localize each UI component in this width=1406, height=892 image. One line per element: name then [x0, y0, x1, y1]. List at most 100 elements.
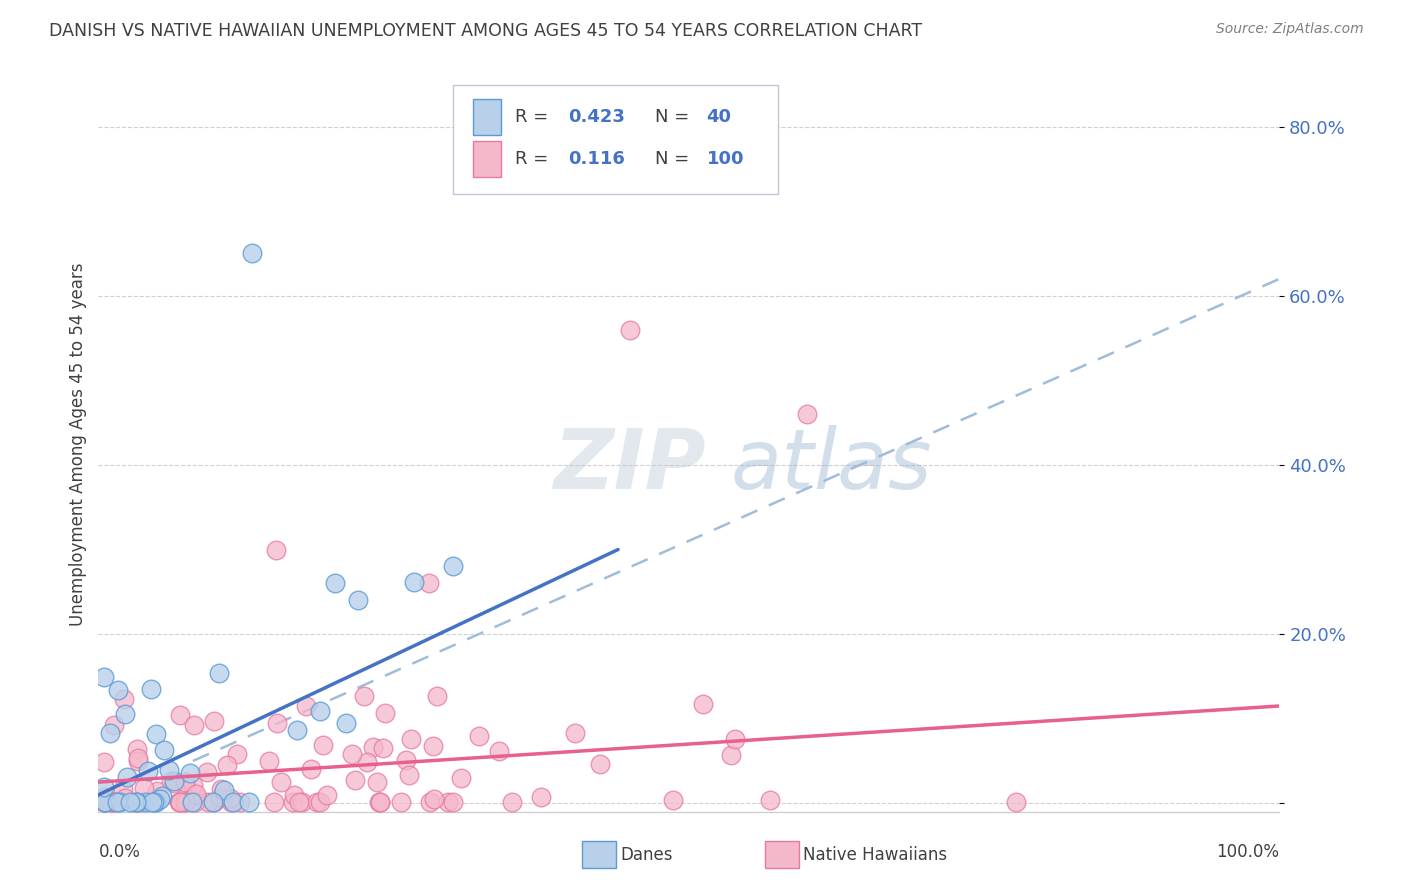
Point	[368, 796, 391, 810]
Text: N =: N =	[655, 150, 695, 168]
Point	[1005, 796, 1028, 810]
Point	[114, 706, 136, 721]
Point	[125, 795, 148, 809]
Point	[136, 764, 159, 778]
Point	[93, 670, 115, 684]
Point	[179, 765, 201, 780]
Point	[530, 790, 553, 805]
Point	[723, 731, 745, 746]
Point	[129, 796, 152, 810]
Point	[229, 796, 252, 810]
Point	[145, 727, 167, 741]
Text: N =: N =	[655, 108, 695, 126]
Point	[291, 796, 314, 810]
Point	[202, 714, 225, 728]
Point	[184, 789, 207, 804]
Point	[266, 716, 288, 731]
Point	[226, 747, 249, 761]
Point	[163, 775, 186, 789]
Point	[468, 729, 491, 743]
Point	[169, 707, 191, 722]
Point	[288, 796, 311, 810]
Point	[361, 739, 384, 754]
Point	[419, 796, 441, 810]
Point	[125, 795, 148, 809]
Point	[398, 767, 420, 781]
Point	[619, 322, 641, 336]
Point	[202, 796, 225, 810]
Point	[270, 775, 292, 789]
Point	[114, 791, 136, 805]
Point	[135, 795, 157, 809]
Point	[125, 742, 148, 756]
Point	[145, 784, 167, 798]
Point	[353, 690, 375, 704]
Point	[100, 796, 122, 810]
Point	[127, 754, 149, 768]
Point	[173, 796, 195, 810]
Point	[368, 796, 391, 810]
Point	[418, 576, 440, 591]
Point	[169, 796, 191, 810]
Point	[149, 792, 172, 806]
Bar	[472, 99, 501, 135]
Point	[93, 790, 115, 805]
Point	[143, 795, 166, 809]
Point	[177, 793, 200, 807]
Point	[501, 796, 523, 810]
Point	[107, 683, 129, 698]
Point	[299, 762, 322, 776]
Point	[173, 796, 195, 810]
Point	[94, 795, 117, 809]
Point	[692, 697, 714, 711]
Point	[101, 796, 124, 810]
Text: R =: R =	[516, 150, 554, 168]
Point	[112, 692, 135, 706]
Text: 100.0%: 100.0%	[1216, 843, 1279, 861]
Point	[209, 781, 232, 796]
Point	[181, 795, 204, 809]
Text: DANISH VS NATIVE HAWAIIAN UNEMPLOYMENT AMONG AGES 45 TO 54 YEARS CORRELATION CHA: DANISH VS NATIVE HAWAIIAN UNEMPLOYMENT A…	[49, 22, 922, 40]
Text: 100: 100	[707, 150, 744, 168]
Point	[441, 559, 464, 574]
Point	[93, 796, 115, 810]
Text: 0.116: 0.116	[568, 150, 626, 168]
Point	[589, 756, 612, 771]
Point	[93, 780, 115, 794]
Point	[181, 778, 204, 792]
Point	[373, 740, 395, 755]
Point	[294, 699, 316, 714]
Point	[115, 771, 138, 785]
Point	[356, 755, 378, 769]
Point	[308, 704, 330, 718]
Point	[323, 576, 346, 591]
Text: Source: ZipAtlas.com: Source: ZipAtlas.com	[1216, 22, 1364, 37]
Point	[370, 796, 392, 810]
Point	[157, 763, 180, 777]
Point	[118, 795, 141, 809]
Y-axis label: Unemployment Among Ages 45 to 54 years: Unemployment Among Ages 45 to 54 years	[69, 262, 87, 625]
Point	[105, 795, 128, 809]
Point	[285, 723, 308, 738]
Text: Danes: Danes	[620, 846, 672, 863]
Point	[436, 796, 458, 810]
Point	[98, 726, 121, 740]
Point	[796, 407, 818, 421]
Point	[215, 757, 238, 772]
Point	[395, 753, 418, 767]
Point	[305, 796, 328, 810]
Point	[347, 593, 370, 607]
Point	[238, 795, 260, 809]
Point	[184, 796, 207, 810]
Point	[111, 782, 134, 797]
Point	[93, 755, 115, 769]
Point	[169, 796, 191, 810]
Point	[132, 780, 155, 795]
Point	[108, 795, 131, 809]
Point	[103, 718, 125, 732]
Point	[366, 775, 388, 789]
Point	[240, 246, 263, 260]
Point	[661, 792, 683, 806]
Point	[195, 765, 218, 780]
Text: 0.0%: 0.0%	[98, 843, 141, 861]
